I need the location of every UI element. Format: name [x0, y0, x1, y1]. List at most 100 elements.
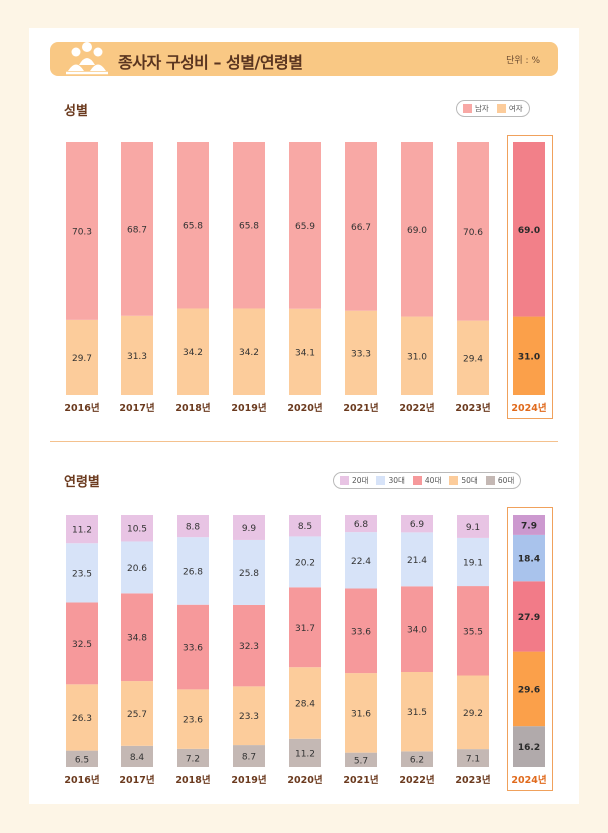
- legend-label-50s: 50대: [461, 476, 478, 485]
- legend-item-30s: 30대: [376, 475, 405, 486]
- age-label-age30-0: 23.5: [72, 569, 92, 579]
- age-label-age60-1: 8.4: [130, 753, 145, 763]
- gender-bar-male-6: [401, 142, 433, 317]
- gender-label-female-7: 29.4: [463, 354, 483, 364]
- age-bar-age30-6: [401, 532, 433, 587]
- age-bar-age40-2: [177, 604, 209, 690]
- gender-bar-male-8: [513, 142, 545, 317]
- age-2024-highlight: [507, 507, 553, 791]
- legend-label-female: 여자: [508, 104, 523, 113]
- age-bar-age20-3: [233, 515, 265, 540]
- age-bar-age50-0: [66, 684, 98, 751]
- age-bar-age40-3: [233, 604, 265, 687]
- age-bar-age60-4: [289, 738, 321, 767]
- age-label-age60-4: 11.2: [295, 749, 315, 759]
- header-banner: 종사자 구성비 – 성별/연령별 단위 : %: [50, 42, 558, 76]
- age-label-age50-8: 29.6: [518, 685, 540, 695]
- gender-label-female-4: 34.1: [295, 348, 315, 358]
- gender-label-female-6: 31.0: [407, 352, 427, 362]
- age-bar-age60-0: [66, 750, 98, 767]
- age-bar-age40-1: [121, 593, 153, 682]
- legend-label-20s: 20대: [352, 476, 369, 485]
- age-bar-age60-1: [121, 745, 153, 767]
- age-label-age50-2: 23.6: [183, 716, 203, 726]
- age-label-age50-1: 25.7: [127, 710, 147, 720]
- age-bar-age50-8: [513, 651, 545, 727]
- age-bar-age60-6: [401, 751, 433, 767]
- section-divider: [50, 441, 558, 442]
- age-bar-age20-1: [121, 515, 153, 542]
- gender-label-male-1: 68.7: [127, 225, 147, 235]
- age-label-age30-8: 18.4: [518, 555, 540, 565]
- age-year-label-0: 2016년: [64, 774, 99, 786]
- legend-swatch-20s: [340, 476, 349, 485]
- age-label-age20-6: 6.9: [410, 520, 425, 530]
- gender-bar-female-4: [289, 308, 321, 395]
- age-label-age40-8: 27.9: [518, 613, 540, 623]
- age-label-age60-6: 6.2: [410, 756, 424, 766]
- gender-label-male-6: 69.0: [407, 226, 427, 236]
- legend-swatch-60s: [485, 476, 495, 485]
- gender-section-title: 성별: [64, 104, 88, 119]
- legend-swatch-50s: [449, 476, 459, 485]
- age-label-age30-2: 26.8: [183, 567, 203, 577]
- legend-swatch-40s: [412, 476, 422, 485]
- gender-year-label-4: 2020년: [287, 402, 322, 414]
- legend-item-60s: 60대: [485, 475, 514, 486]
- legend-item-50s: 50대: [449, 475, 478, 486]
- age-label-age20-1: 10.5: [127, 525, 147, 535]
- gender-year-label-3: 2019년: [231, 402, 266, 414]
- age-bar-age40-4: [289, 587, 321, 668]
- gender-bar-female-8: [513, 316, 545, 395]
- age-bar-age40-5: [345, 588, 377, 674]
- age-label-age20-2: 8.8: [186, 523, 201, 533]
- legend-swatch-30s: [376, 476, 386, 485]
- age-bar-age40-8: [513, 581, 545, 652]
- age-label-age40-0: 32.5: [72, 640, 92, 650]
- age-year-label-2: 2018년: [175, 774, 210, 786]
- gender-label-female-5: 33.3: [351, 349, 371, 359]
- age-bar-age30-0: [66, 543, 98, 603]
- people-group-icon: [66, 42, 108, 75]
- legend-label-male: 남자: [475, 104, 489, 113]
- gender-label-female-1: 31.3: [127, 352, 147, 362]
- age-bar-age30-3: [233, 539, 265, 605]
- age-bar-age60-7: [457, 749, 489, 767]
- age-bar-age50-1: [121, 681, 153, 746]
- page-title: 종사자 구성비 – 성별/연령별: [118, 53, 303, 72]
- age-bar-age40-6: [401, 586, 433, 672]
- gender-label-male-5: 66.7: [351, 223, 371, 233]
- age-label-age50-0: 26.3: [72, 714, 92, 724]
- gender-legend: 남자 여자: [456, 100, 530, 117]
- age-section-title: 연령별: [64, 475, 100, 490]
- age-year-label-5: 2021년: [343, 774, 378, 786]
- gender-bar-male-2: [177, 142, 209, 309]
- age-bar-age20-2: [177, 515, 209, 538]
- gender-bar-female-1: [121, 315, 153, 395]
- gender-label-male-0: 70.3: [72, 227, 92, 237]
- gender-bar-male-5: [345, 142, 377, 311]
- gender-bar-female-3: [233, 308, 265, 395]
- age-bar-age30-8: [513, 534, 545, 582]
- age-label-age20-5: 6.8: [354, 520, 369, 530]
- gender-bar-female-2: [177, 308, 209, 395]
- legend-label-40s: 40대: [424, 476, 442, 485]
- gender-year-label-2: 2018년: [175, 402, 210, 414]
- age-label-age40-6: 34.0: [407, 626, 427, 636]
- age-bar-age20-0: [66, 515, 98, 544]
- gender-bar-male-3: [233, 142, 265, 309]
- age-label-age40-4: 31.7: [295, 624, 315, 634]
- age-bar-age60-2: [177, 748, 209, 767]
- age-label-age30-5: 22.4: [351, 557, 371, 567]
- age-year-label-3: 2019년: [231, 774, 266, 786]
- gender-2024-highlight: [507, 135, 553, 419]
- age-label-age60-7: 7.1: [466, 755, 480, 765]
- gender-bar-male-0: [66, 142, 98, 320]
- age-label-age40-1: 34.8: [127, 634, 147, 644]
- gender-year-label-8: 2024년: [511, 402, 546, 414]
- legend-swatch-male: [463, 104, 472, 113]
- age-bar-age40-0: [66, 602, 98, 685]
- age-label-age30-6: 21.4: [407, 556, 427, 566]
- age-label-age20-7: 9.1: [466, 523, 480, 533]
- age-label-age40-2: 33.6: [183, 644, 203, 654]
